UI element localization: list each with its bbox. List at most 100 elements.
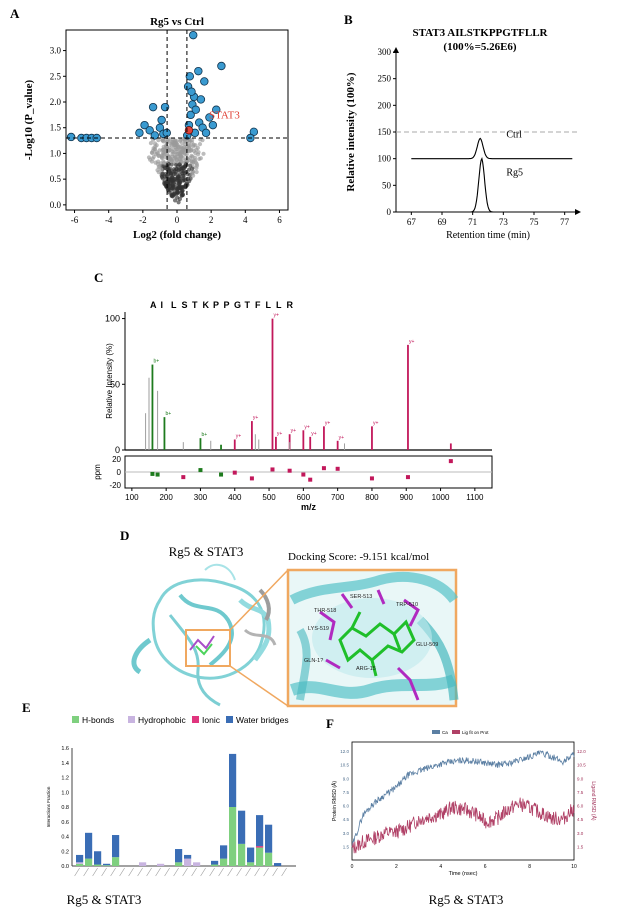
y-tick-label: 150	[378, 127, 392, 137]
sequence-residue: I	[161, 300, 164, 310]
x-tick-label	[173, 867, 179, 877]
stat3-point	[184, 126, 194, 135]
y-tick-label: 0.8	[61, 805, 69, 811]
bar-segment	[220, 845, 228, 859]
ppm-point	[448, 459, 453, 464]
bar-segment	[184, 858, 192, 866]
y-tick-label: 1.6	[61, 746, 69, 752]
legend-swatch	[72, 716, 79, 723]
y-tick-label: 2.0	[50, 97, 62, 107]
sequence-residue: R	[287, 300, 294, 310]
x-tick-label: -4	[105, 215, 113, 225]
series-label: Rg5	[506, 168, 523, 179]
x-tick-label: 10	[571, 864, 577, 870]
x-tick-label: 4	[439, 864, 442, 870]
x-tick-label	[92, 867, 98, 877]
bar-segment	[247, 862, 255, 866]
x-tick-label: 6	[277, 215, 282, 225]
protein-overview-image	[131, 563, 277, 707]
insignificant-point	[201, 151, 206, 156]
insignificant-point	[189, 153, 194, 158]
insignificant-point	[185, 171, 190, 177]
residue-label-7: ARG-15	[356, 666, 376, 672]
x-tick-label: 700	[331, 493, 345, 502]
insignificant-point	[183, 152, 188, 157]
insignificant-point	[186, 143, 191, 148]
plot-frame	[351, 741, 575, 861]
series-line-protein	[351, 750, 575, 848]
ppm-point	[150, 471, 155, 476]
insignificant-point	[178, 167, 183, 172]
x-tick-label: 200	[159, 493, 173, 502]
chart-title: STAT3 AILSTKPPGTFLLR	[413, 27, 549, 39]
insignificant-point	[173, 171, 178, 177]
significant-point	[145, 126, 154, 135]
peak-label: y+	[291, 428, 297, 434]
y-tick-label: 7.5	[343, 790, 350, 795]
bar-segment	[94, 864, 102, 866]
y-tick-label: 1.2	[61, 776, 69, 782]
x-tick-label: 71	[468, 217, 477, 227]
x-tick-label	[281, 867, 287, 877]
insignificant-point	[195, 145, 200, 150]
y-tick-label: 9.0	[343, 776, 350, 781]
x-tick-label	[272, 867, 278, 877]
bar-segment	[103, 865, 111, 866]
x-tick-label	[128, 867, 134, 877]
stat3-annotation: STAT3	[209, 109, 240, 121]
x-tick-label	[209, 867, 215, 877]
panel-letter-b: B	[344, 12, 353, 27]
insignificant-point	[180, 192, 186, 198]
insignificant-point	[159, 174, 165, 179]
sequence-residue: L	[276, 300, 282, 310]
binding-pocket-image: THR-518 SER-513 LYS-519 TRP-510 GLU-509 …	[289, 572, 459, 701]
x-tick-label: 73	[499, 217, 509, 227]
insignificant-point	[188, 176, 193, 181]
ppm-tick-label: 20	[112, 455, 121, 464]
sequence-residue: L	[266, 300, 272, 310]
residue-label-1: THR-518	[314, 608, 336, 614]
x-tick-label: -6	[71, 215, 79, 225]
y-tick-label: 50	[110, 379, 120, 389]
insignificant-point	[178, 144, 183, 150]
y-tick-label: 1.5	[50, 123, 62, 133]
y-tick-label: 200	[378, 100, 392, 110]
y-axis-label: Protein RMSD (Å)	[331, 781, 338, 821]
insignificant-point	[190, 166, 195, 171]
bar-segment	[112, 857, 120, 866]
insignificant-point	[150, 156, 155, 161]
residue-label-5: GLU-509	[416, 642, 438, 648]
y2-tick-label: 12.0	[577, 749, 586, 754]
legend-swatch	[192, 716, 199, 723]
significant-point	[208, 120, 218, 130]
volcano-plot: Rg5 vs Ctrl STAT3 -6 -4 -2 0 2 4 6 0.0 0.5 1.0 1.5 2.…	[23, 16, 289, 241]
y-tick-label: 12.0	[340, 749, 349, 754]
ppm-point	[287, 468, 292, 473]
significant-point	[185, 72, 195, 81]
significant-point	[201, 128, 211, 138]
insignificant-point	[171, 191, 177, 197]
x-tick-label	[74, 867, 80, 877]
bar-segment	[184, 854, 192, 859]
insignificant-point	[157, 148, 162, 153]
y-tick-label: 1.0	[61, 790, 69, 796]
peak-label: y+	[277, 431, 283, 437]
ppm-point	[181, 475, 186, 480]
significant-point	[205, 113, 214, 122]
y2-tick-label: 6.0	[577, 804, 584, 809]
bar-segment	[229, 753, 237, 807]
y-tick-label: 0	[115, 445, 120, 455]
residue-label-6: GLN-1?	[304, 658, 323, 664]
bar-segment	[85, 858, 93, 866]
x-tick-label: 4	[243, 215, 248, 225]
insignificant-point	[177, 138, 183, 144]
bar-segment	[76, 863, 84, 866]
x-tick-label	[164, 867, 170, 877]
insignificant-point	[160, 138, 165, 143]
bar-segment	[274, 863, 282, 866]
bar-segment	[211, 860, 219, 865]
insignificant-point	[161, 147, 166, 152]
x-tick-label	[182, 867, 188, 877]
ppm-point	[270, 467, 275, 472]
x-axis-label: m/z	[301, 502, 317, 512]
